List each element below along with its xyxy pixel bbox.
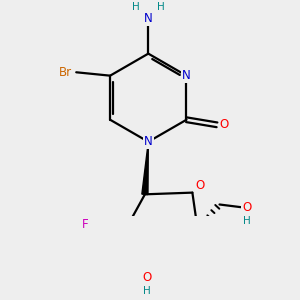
Text: N: N	[144, 135, 153, 148]
Text: N: N	[144, 12, 153, 25]
Text: O: O	[195, 179, 205, 192]
Text: Br: Br	[59, 66, 72, 79]
Polygon shape	[92, 223, 126, 230]
Text: H: H	[131, 2, 139, 12]
Text: H: H	[243, 216, 250, 226]
Text: O: O	[142, 271, 151, 284]
Polygon shape	[142, 142, 148, 194]
Text: O: O	[242, 201, 251, 214]
Text: N: N	[182, 69, 191, 82]
Text: H: H	[143, 286, 151, 296]
Text: H: H	[157, 2, 165, 12]
Text: F: F	[82, 218, 89, 231]
Text: O: O	[220, 118, 229, 131]
